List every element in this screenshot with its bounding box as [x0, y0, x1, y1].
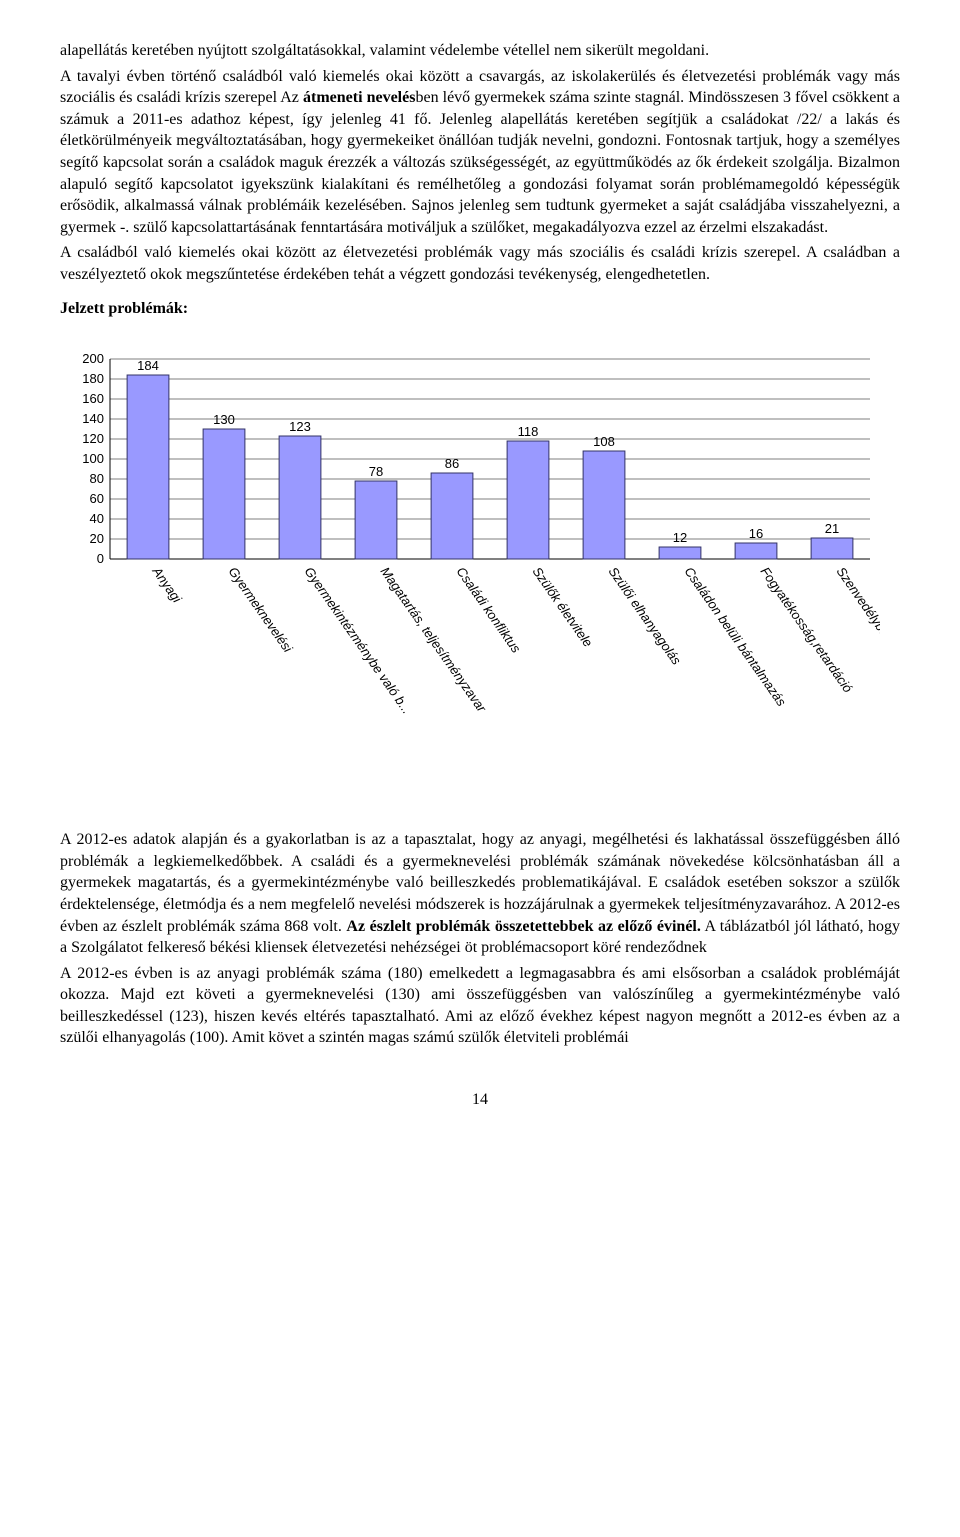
paragraph-2: A tavalyi évben történő családból való k…: [60, 66, 900, 239]
paragraph-3: A családból való kiemelés okai között az…: [60, 242, 900, 285]
paragraph-5: A 2012-es évben is az anyagi problémák s…: [60, 963, 900, 1049]
p2-part-c: ben lévő gyermekek száma szinte stagnál.…: [60, 89, 900, 236]
svg-text:Szülők életvitele: Szülők életvitele: [530, 564, 596, 650]
svg-text:200: 200: [82, 351, 104, 366]
page-number: 14: [60, 1089, 900, 1111]
svg-text:40: 40: [90, 511, 104, 526]
section-title: Jelzett problémák:: [60, 298, 900, 320]
svg-text:60: 60: [90, 491, 104, 506]
svg-text:180: 180: [82, 371, 104, 386]
svg-text:21: 21: [825, 521, 839, 536]
svg-text:Gyermeknevelési: Gyermeknevelési: [226, 564, 297, 656]
svg-text:Családi konfliktus: Családi konfliktus: [454, 564, 525, 656]
p4-bold: Az észlelt problémák összetettebbek az e…: [346, 918, 700, 935]
paragraph-4: A 2012-es adatok alapján és a gyakorlatb…: [60, 829, 900, 959]
p2-bold: átmeneti nevelés: [303, 89, 415, 106]
svg-text:0: 0: [97, 551, 104, 566]
svg-text:Szülői elhanyagolás: Szülői elhanyagolás: [606, 564, 685, 668]
paragraph-1: alapellátás keretében nyújtott szolgálta…: [60, 40, 900, 62]
svg-text:130: 130: [213, 412, 235, 427]
svg-text:12: 12: [673, 530, 687, 545]
svg-text:Szenvedélybetegség: Szenvedélybetegség: [834, 564, 880, 672]
svg-text:78: 78: [369, 464, 383, 479]
svg-text:16: 16: [749, 526, 763, 541]
svg-text:184: 184: [137, 358, 159, 373]
svg-text:86: 86: [445, 456, 459, 471]
svg-text:140: 140: [82, 411, 104, 426]
svg-text:100: 100: [82, 451, 104, 466]
svg-text:118: 118: [518, 424, 539, 439]
problems-bar-chart: 0 20 40 60 80 100 120 140 160 180 200 184 Anyagi 130 G…: [60, 339, 900, 799]
svg-text:123: 123: [289, 419, 311, 434]
svg-text:160: 160: [82, 391, 104, 406]
svg-text:Anyagi: Anyagi: [149, 563, 185, 606]
svg-text:20: 20: [90, 531, 104, 546]
svg-text:120: 120: [82, 431, 104, 446]
svg-text:108: 108: [593, 434, 615, 449]
svg-text:80: 80: [90, 471, 104, 486]
